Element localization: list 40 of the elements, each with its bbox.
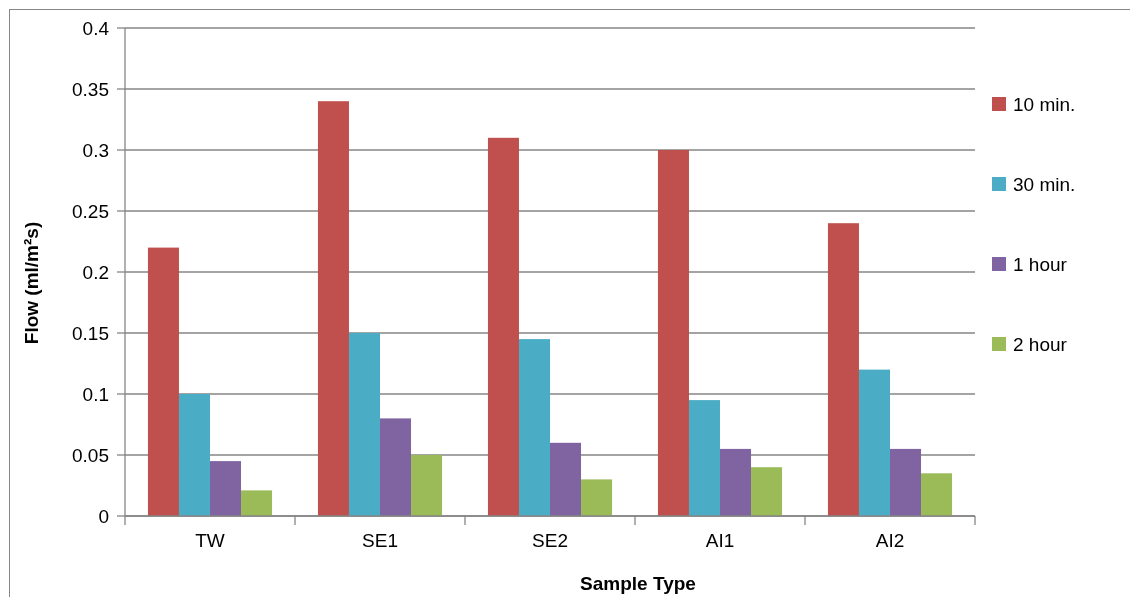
- legend-label: 1 hour: [1013, 253, 1068, 275]
- bar: [688, 400, 720, 516]
- y-tick-label: 0.15: [72, 322, 109, 344]
- bar: [411, 455, 443, 516]
- legend-label: 2 hour: [1013, 333, 1068, 355]
- bar: [890, 448, 922, 516]
- bar: [657, 150, 689, 516]
- bar: [147, 247, 179, 516]
- bar: [720, 448, 752, 516]
- y-tick-label: 0.2: [82, 261, 109, 283]
- bar: [348, 333, 380, 516]
- x-tick-label: AI1: [705, 530, 735, 551]
- y-tick-label: 0.35: [72, 78, 109, 100]
- bar: [921, 473, 953, 516]
- bar: [550, 442, 582, 516]
- y-tick-label: 0.25: [72, 200, 109, 222]
- bar: [380, 418, 412, 516]
- y-tick-label: 0.3: [82, 139, 109, 161]
- bar: [751, 467, 783, 516]
- bar: [827, 223, 859, 516]
- bar: [241, 490, 273, 516]
- y-tick-label: 0.4: [82, 17, 110, 39]
- bar: [487, 137, 519, 516]
- x-axis-title: Sample Type: [580, 573, 696, 594]
- legend-label: 10 min.: [1013, 93, 1076, 115]
- bar: [210, 461, 242, 516]
- y-tick-label: 0.05: [72, 444, 109, 466]
- bar: [178, 394, 210, 516]
- bar: [858, 369, 890, 516]
- bar: [317, 101, 349, 516]
- x-tick-label: AI2: [875, 530, 905, 551]
- y-axis-title: Flow (ml/m²s): [21, 221, 42, 345]
- x-tick-label: SE1: [362, 530, 398, 551]
- x-tick-label: TW: [195, 530, 225, 551]
- y-tick-label: 0.1: [82, 383, 109, 405]
- bar: [581, 479, 613, 516]
- y-tick-label: 0: [98, 505, 109, 527]
- bar: [518, 339, 550, 516]
- x-tick-label: SE2: [532, 530, 568, 551]
- legend-label: 30 min.: [1013, 173, 1076, 195]
